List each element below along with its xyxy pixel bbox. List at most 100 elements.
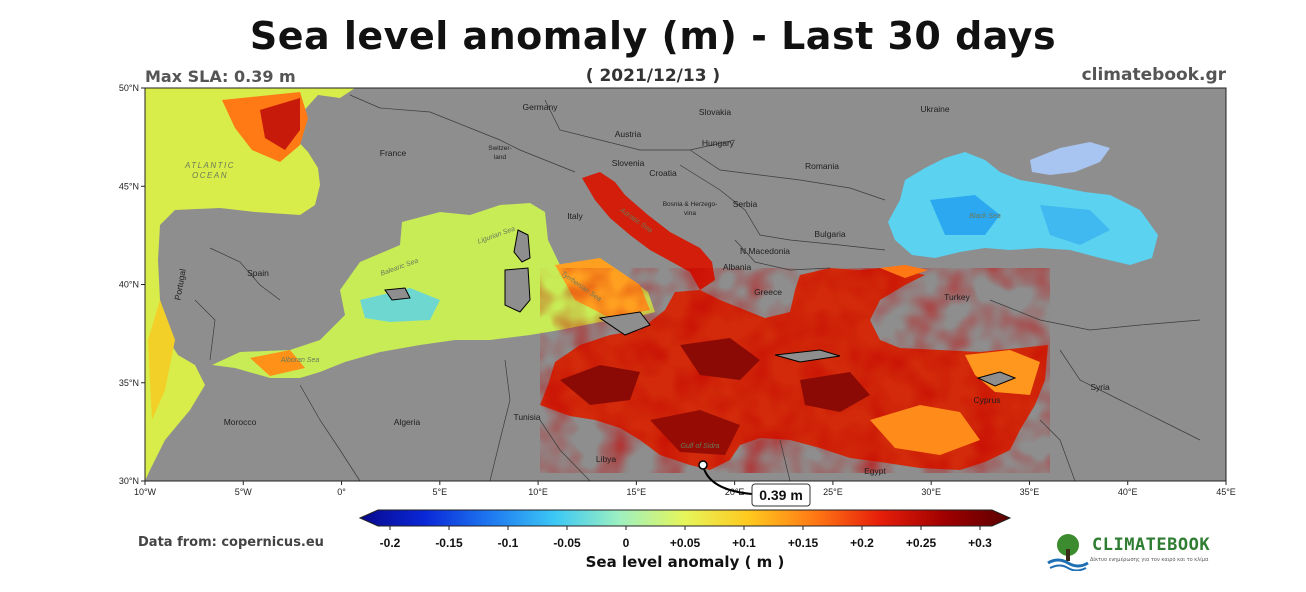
tree-logo-icon [1047,534,1089,572]
colorbar: -0.2 -0.15 -0.1 -0.05 0 +0.05 +0.1 +0.15 +0.2 +0.… [358,509,1012,550]
lon-tick-label: 10°W [134,487,157,497]
black-sea-core-2 [1040,205,1110,245]
country-label: Egypt [864,466,886,476]
colorbar-tick-label: +0.15 [788,536,819,550]
country-label: Serbia [733,199,758,209]
source-label: Data from: copernicus.eu [138,535,324,550]
country-label: Spain [247,268,269,278]
country-label: Ukraine [920,104,950,114]
western-mediterranean [212,203,655,378]
lon-tick-label: 5°E [433,487,448,497]
country-label: Italy [567,211,583,221]
colorbar-ticks: -0.2 -0.15 -0.1 -0.05 0 +0.05 +0.1 +0.15 +0.2 +0.… [380,526,992,550]
country-label: Bulgaria [814,229,845,239]
country-labels: Germany Slovakia Ukraine Austria Hungary Fran… [172,102,1110,476]
country-label: France [380,148,407,158]
max-sla-marker: 0.39 m [698,460,811,507]
atlantic-ocean [145,88,355,481]
site-label: climatebook.gr [1081,65,1226,85]
colorbar-tick-label: +0.05 [670,536,701,550]
lat-tick-label: 40°N [119,280,139,290]
country-label: Turkey [944,292,970,302]
country-label: Libya [596,454,617,464]
corsica-outline [513,229,531,263]
country-label: Germany [523,102,559,112]
colorbar-tick-label: +0.25 [906,536,937,550]
latitude-axis: 50°N 45°N 40°N 35°N 30°N [119,83,145,486]
page-title: Sea level anomaly (m) - Last 30 days [249,14,1057,58]
colorbar-tick-label: 0 [623,536,630,550]
lon-tick-label: 10°E [528,487,548,497]
country-label: Tunisia [513,412,540,422]
colorbar-tick-label: +0.3 [968,536,992,550]
country-label: Cyprus [974,395,1001,405]
sea-label: Black Sea [969,213,1001,220]
east-med-dark-1 [560,365,640,405]
country-label: Greece [754,287,782,297]
country-label: N.Macedonia [740,246,790,256]
lon-tick-label: 0° [337,487,346,497]
max-marker-dot [698,460,708,470]
sea-label: Gulf of Sidra [681,443,720,450]
country-label: Algeria [394,417,421,427]
sardinia-outline [504,267,531,313]
sea-label: ATLANTIC OCEAN [184,161,235,180]
west-med-cyan [360,288,440,322]
colorbar-tick-label: -0.2 [380,536,401,550]
country-label: Bosnia & Herzego-vina [663,201,718,217]
longitude-axis: 10°W 5°W 0° 5°E 10°E 15°E 20°E 25°E 30°E 35°E 40°E… [134,481,1236,497]
country-borders [194,94,1201,482]
colorbar-bar [358,509,1012,527]
sea-label: Alboran Sea [280,357,320,364]
adriatic-sea [582,172,715,290]
lon-tick-label: 30°E [921,487,941,497]
east-med-dark-4 [800,372,870,412]
max-marker-box [751,483,811,507]
logo-text: CLIMATEBOOK [1092,535,1211,555]
logo-subtitle: Δίκτυο ενημέρωσης για τον καιρό και το κ… [1090,557,1209,563]
colorbar-tick-label: -0.15 [435,536,463,550]
country-label: Syria [1090,382,1110,392]
country-label: Hungary [702,138,735,148]
colorbar-tick-label: +0.2 [850,536,874,550]
sea-of-azov [1030,142,1110,175]
colorbar-tick-label: +0.1 [732,536,756,550]
lat-tick-label: 50°N [119,83,139,93]
lon-tick-label: 45°E [1216,487,1236,497]
lat-tick-label: 45°N [119,181,139,191]
lon-tick-label: 5°W [235,487,253,497]
lon-tick-label: 15°E [627,487,647,497]
country-label: Croatia [649,168,677,178]
lat-tick-label: 35°N [119,378,139,388]
lon-tick-label: 35°E [1020,487,1040,497]
country-label: Morocco [224,417,257,427]
climatebook-logo: CLIMATEBOOK Δίκτυο ενημέρωσης για τον κα… [1046,527,1210,572]
max-sla-label: Max SLA: 0.39 m [145,67,296,86]
country-label: Switzer-land [488,145,511,161]
colorbar-tick-label: -0.1 [498,536,519,550]
country-label: Slovenia [612,158,645,168]
atlantic-yellow [148,300,175,420]
country-label: Austria [615,129,642,139]
coastlines [384,229,1017,387]
lat-tick-label: 30°N [119,476,139,486]
atlantic-hot-core [260,98,300,150]
east-med-dark-2 [680,338,760,380]
country-label: Albania [723,262,752,272]
max-marker-label: 0.39 m [759,487,803,503]
date-label: ( 2021/12/13 ) [585,66,721,86]
east-med-dark-3 [650,410,740,455]
marmara-sea [880,265,928,278]
black-sea-core [930,195,1000,235]
lon-tick-label: 40°E [1118,487,1138,497]
mallorca-outline [384,287,411,301]
cyprus-outline [976,371,1017,387]
sicily-outline [598,311,651,336]
country-label: Slovakia [699,107,731,117]
east-med-orange-1 [870,405,980,455]
country-label: Romania [805,161,839,171]
colorbar-tick-label: -0.05 [553,536,581,550]
lon-tick-label: 25°E [823,487,843,497]
alboran-orange [250,350,305,376]
